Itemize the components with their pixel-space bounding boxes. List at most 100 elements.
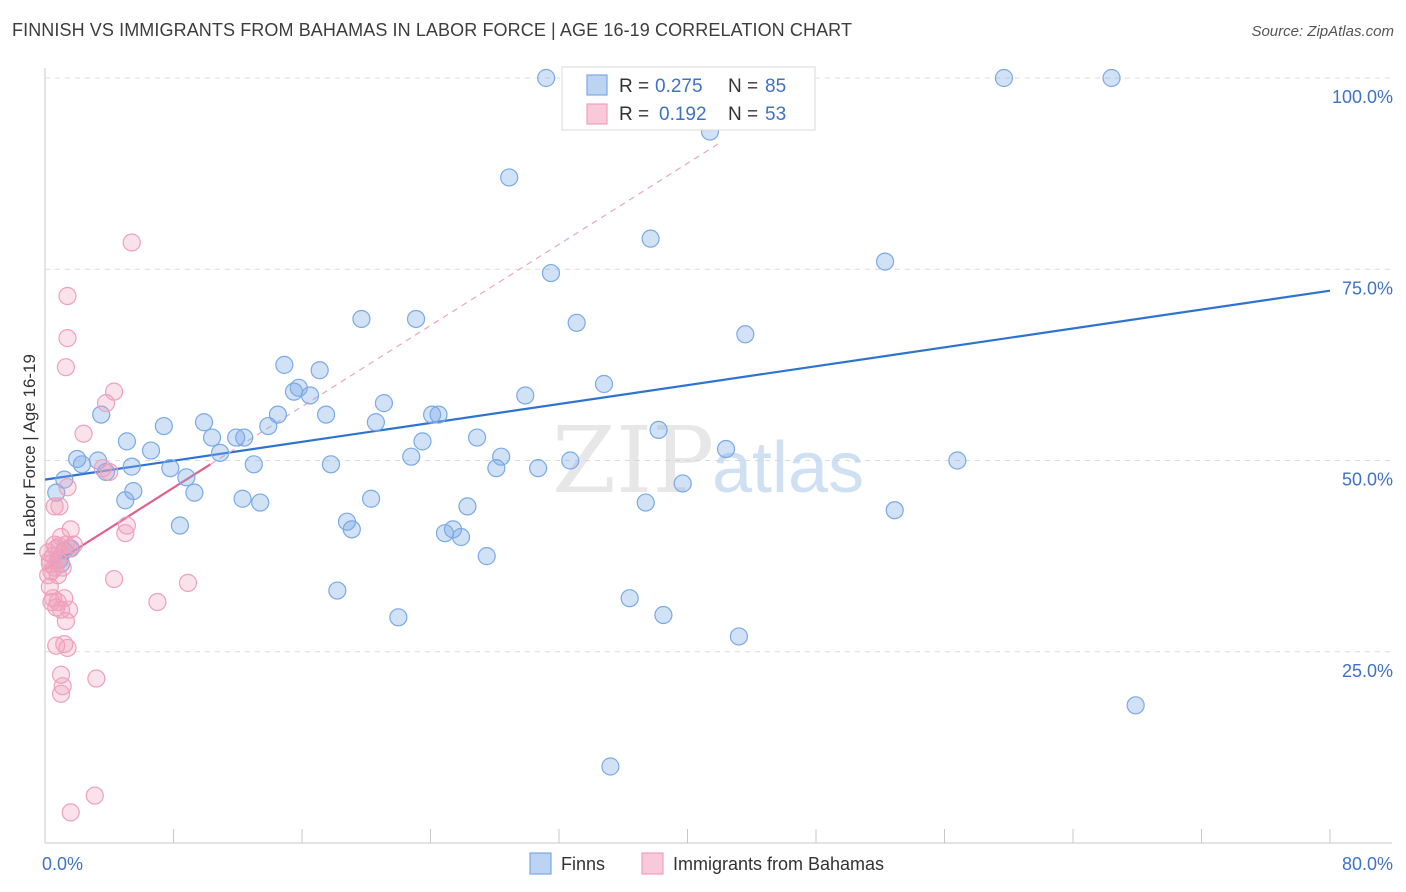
bahamas-point <box>45 558 64 577</box>
finns-point <box>487 459 506 478</box>
finns-point <box>636 493 655 512</box>
finns-point <box>451 527 471 547</box>
finns-point <box>537 68 556 88</box>
finns-point <box>154 416 173 436</box>
finns-point <box>1126 696 1145 715</box>
finns-point <box>141 441 161 460</box>
finns-point <box>194 413 214 432</box>
bahamas-point <box>148 592 167 612</box>
finns-point <box>729 627 749 646</box>
finns-point <box>268 405 288 424</box>
y-tick-labels: 25.0% 50.0% 75.0% 100.0% <box>1332 87 1393 681</box>
legend-r-label-bahamas: R = <box>619 104 649 125</box>
finns-point <box>352 309 371 329</box>
bahamas-point <box>64 535 84 554</box>
bahamas-point <box>178 573 198 593</box>
finns-point <box>516 386 535 405</box>
finns-point <box>413 432 432 451</box>
gridlines <box>45 77 1392 653</box>
finns-point <box>342 520 361 539</box>
y-tick-label: 50.0% <box>1342 470 1393 490</box>
bahamas-point <box>53 677 72 696</box>
bahamas-point <box>51 665 71 684</box>
finns-point <box>374 394 394 413</box>
bahamas-point <box>100 462 119 482</box>
finns-point <box>316 405 336 424</box>
bahamas-point <box>56 358 75 377</box>
bahamas-point <box>59 600 79 619</box>
finns-point <box>321 455 341 474</box>
bahamas-point <box>58 286 77 306</box>
finns-point <box>492 447 511 466</box>
finns-point <box>235 428 254 447</box>
x-tick-label-max: 80.0% <box>1342 854 1393 874</box>
finns-point <box>654 605 673 625</box>
bahamas-point <box>58 478 77 497</box>
legend-r-value-bahamas: 0.192 <box>659 104 707 125</box>
finns-point <box>92 405 111 424</box>
finns-point <box>328 581 347 600</box>
chart-title: FINNISH VS IMMIGRANTS FROM BAHAMAS IN LA… <box>12 20 853 40</box>
bottom-legend-label-finns: Finns <box>561 854 605 874</box>
bahamas-point <box>104 569 124 589</box>
bahamas-point <box>56 612 75 631</box>
legend-swatch-bahamas <box>586 103 608 125</box>
finns-point <box>122 457 141 476</box>
finns-point <box>467 428 487 447</box>
finns-point <box>275 355 294 374</box>
legend-n-label-bahamas: N = <box>728 104 758 125</box>
legend-r-label-finns: R = <box>619 76 649 97</box>
finns-point <box>541 263 561 283</box>
bahamas-point <box>61 520 80 539</box>
bahamas-point <box>122 233 141 252</box>
bahamas-point <box>117 516 137 535</box>
finns-point <box>948 451 967 470</box>
bahamas-point <box>74 424 93 443</box>
finns-point <box>161 459 180 478</box>
bahamas-point <box>55 589 74 608</box>
finns-point <box>561 451 580 470</box>
finns-point <box>994 68 1014 88</box>
finns-point <box>233 489 252 508</box>
finns-point <box>673 474 692 493</box>
bottom-legend-label-bahamas: Immigrants from Bahamas <box>673 854 884 874</box>
y-tick-label: 75.0% <box>1342 278 1393 298</box>
finns-point <box>366 413 385 432</box>
finns-point <box>477 547 496 566</box>
finns-point <box>594 374 614 394</box>
finns-point <box>72 455 92 474</box>
finns-point <box>875 252 895 271</box>
finns-point <box>500 168 519 187</box>
finns-point <box>117 432 137 451</box>
legend-n-value-bahamas: 53 <box>765 104 786 125</box>
legend-n-value-finns: 85 <box>765 76 786 97</box>
finns-point <box>310 361 329 380</box>
watermark-atlas: atlas <box>712 428 864 508</box>
legend-n-label-finns: N = <box>728 76 758 97</box>
finns-point <box>716 439 736 459</box>
finns-point <box>177 468 196 487</box>
finns-point <box>458 497 477 516</box>
finns-point <box>47 483 66 502</box>
x-tick-labels: 0.0% 80.0% <box>42 854 1393 874</box>
finns-point <box>68 449 87 469</box>
finns-point <box>529 459 548 478</box>
bahamas-point <box>87 669 106 688</box>
finns-point <box>423 405 442 424</box>
bahamas-point <box>116 524 135 543</box>
finns-point <box>124 482 143 501</box>
bahamas-point <box>47 539 66 558</box>
legend-r-value-finns: 0.275 <box>655 76 703 97</box>
y-axis-label: In Labor Force | Age 16-19 <box>20 354 39 556</box>
finns-point <box>649 420 668 439</box>
finns-point <box>429 405 448 424</box>
finns-point <box>1102 68 1121 88</box>
finns-point <box>251 493 270 512</box>
finns-point <box>361 489 381 508</box>
bottom-legend: Finns Immigrants from Bahamas <box>529 852 884 875</box>
finns-point <box>210 443 230 462</box>
bottom-legend-swatch-finns <box>529 852 552 875</box>
chart-source: Source: ZipAtlas.com <box>1251 23 1394 40</box>
bahamas-point <box>45 497 64 516</box>
